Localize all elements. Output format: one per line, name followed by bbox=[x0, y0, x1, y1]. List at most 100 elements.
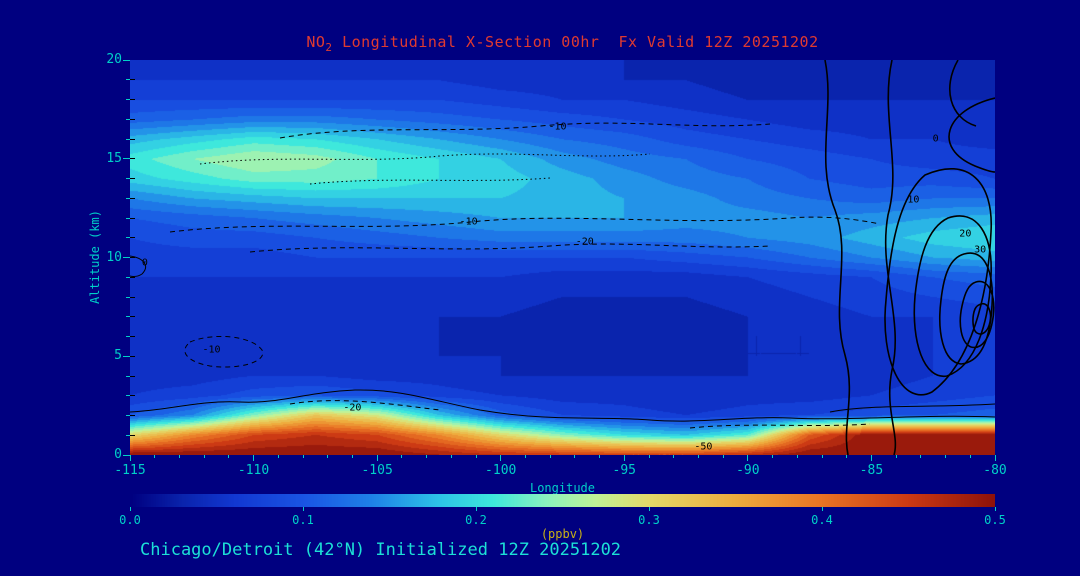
x-axis-minor-tick bbox=[969, 455, 971, 458]
y-axis-minor-tick bbox=[126, 336, 130, 337]
x-axis-major-tick bbox=[500, 455, 502, 461]
y-axis-minor-tick bbox=[126, 434, 130, 436]
x-axis-minor-tick bbox=[475, 455, 477, 458]
y-axis-major-tick bbox=[123, 454, 130, 456]
x-axis-minor-tick bbox=[796, 455, 798, 458]
caption: Chicago/Detroit (42°N) Initialized 12Z 2… bbox=[140, 540, 622, 560]
y-axis-inner-tick bbox=[130, 138, 135, 140]
y-axis-inner-tick bbox=[130, 158, 135, 160]
y-axis-minor-tick bbox=[126, 296, 130, 298]
x-tick-label: -115 bbox=[114, 463, 146, 478]
y-axis-major-tick bbox=[123, 355, 130, 357]
y-tick-label: 0 bbox=[114, 447, 122, 462]
x-axis-minor-tick bbox=[599, 455, 601, 458]
bold-contours bbox=[824, 60, 995, 455]
y-tick-label: 10 bbox=[106, 249, 122, 265]
x-axis-major-tick bbox=[376, 455, 378, 461]
x-axis-minor-tick bbox=[549, 455, 551, 458]
x-axis-major-tick bbox=[870, 455, 872, 461]
x-axis-minor-tick bbox=[895, 455, 897, 458]
colorbar-tick bbox=[475, 507, 477, 511]
y-axis-inner-tick bbox=[130, 395, 135, 397]
contour-label: -10 bbox=[459, 216, 478, 228]
x-axis-minor-tick bbox=[302, 455, 304, 458]
contour-label: -50 bbox=[694, 441, 713, 453]
colorbar-tick-label: 0.4 bbox=[811, 513, 833, 527]
contour-label: -20 bbox=[575, 236, 594, 248]
y-axis-inner-tick bbox=[130, 415, 135, 416]
colorbar-tick-label: 0.3 bbox=[638, 513, 660, 527]
y-axis-inner-tick bbox=[130, 316, 135, 318]
x-axis-major-tick bbox=[623, 455, 625, 461]
chart-title-subscript: 2 bbox=[325, 41, 333, 54]
colorbar-tick bbox=[302, 507, 304, 511]
contour-label: -20 bbox=[343, 402, 362, 414]
x-axis-minor-tick bbox=[450, 455, 452, 458]
colorbar-tick-label: 0.5 bbox=[984, 513, 1006, 527]
x-axis-minor-tick bbox=[178, 455, 180, 458]
y-axis-inner-tick bbox=[130, 217, 135, 219]
x-axis-minor-tick bbox=[327, 455, 329, 458]
colorbar-tick bbox=[648, 507, 650, 511]
x-axis-minor-tick bbox=[846, 455, 848, 458]
y-axis-minor-tick bbox=[126, 276, 130, 278]
y-axis-major-tick bbox=[123, 158, 130, 160]
x-axis-minor-tick bbox=[574, 455, 576, 458]
y-axis-inner-tick bbox=[130, 237, 135, 239]
contour-label: 30 bbox=[974, 244, 987, 256]
contour-label: 20 bbox=[959, 228, 972, 240]
dotted-contours bbox=[199, 153, 651, 185]
x-axis-minor-tick bbox=[945, 455, 947, 458]
contour-label: 10 bbox=[907, 194, 920, 206]
y-axis-minor-tick bbox=[126, 237, 130, 239]
y-axis-minor-tick bbox=[126, 79, 130, 81]
contour-label: 0 bbox=[932, 133, 939, 145]
x-axis-minor-tick bbox=[772, 455, 774, 458]
y-tick-label: 15 bbox=[106, 150, 122, 166]
colorbar-tick bbox=[821, 507, 823, 511]
y-axis-minor-tick bbox=[126, 415, 130, 416]
x-axis-minor-tick bbox=[648, 455, 650, 458]
x-axis-minor-tick bbox=[401, 455, 403, 458]
x-axis-title: Longitude bbox=[529, 481, 596, 495]
y-axis-inner-tick bbox=[130, 296, 135, 298]
contour-label: 0 bbox=[141, 257, 148, 269]
colorbar-tick bbox=[994, 507, 996, 511]
x-tick-label: -95 bbox=[612, 463, 637, 478]
y-axis-inner-tick bbox=[130, 355, 135, 357]
colorbar-tick bbox=[129, 507, 131, 511]
y-axis-minor-tick bbox=[126, 138, 130, 140]
y-axis-inner-tick bbox=[130, 257, 135, 258]
y-axis-minor-tick bbox=[126, 118, 130, 120]
colorbar-tick-label: 0.1 bbox=[292, 513, 314, 527]
y-axis-minor-tick bbox=[126, 178, 130, 179]
chart-title: NO2 Longitudinal X-Section 00hr Fx Valid… bbox=[130, 33, 995, 54]
contour-label: -10 bbox=[202, 344, 221, 356]
y-axis-inner-tick bbox=[130, 336, 135, 337]
colorbar-tick-label: 0.2 bbox=[465, 513, 487, 527]
x-axis-minor-tick bbox=[920, 455, 922, 458]
contour-label: -10 bbox=[548, 121, 567, 133]
y-axis-inner-tick bbox=[130, 276, 135, 278]
x-axis-minor-tick bbox=[524, 455, 526, 458]
y-tick-label: 5 bbox=[114, 348, 122, 364]
x-axis-minor-tick bbox=[351, 455, 353, 458]
x-axis-minor-tick bbox=[426, 455, 428, 458]
y-tick-label: 20 bbox=[106, 52, 122, 67]
x-axis-minor-tick bbox=[228, 455, 230, 458]
y-axis-minor-tick bbox=[126, 316, 130, 318]
y-axis-major-tick bbox=[123, 257, 130, 258]
contour-lines-overlay bbox=[130, 60, 995, 455]
x-axis-major-tick bbox=[747, 455, 749, 461]
plot-area bbox=[130, 60, 995, 455]
y-axis-inner-tick bbox=[130, 375, 135, 377]
x-axis-minor-tick bbox=[673, 455, 675, 458]
x-tick-label: -80 bbox=[983, 463, 1007, 478]
chart-title-prefix: NO bbox=[306, 33, 326, 51]
x-axis-major-tick bbox=[994, 455, 996, 461]
x-axis-minor-tick bbox=[722, 455, 724, 458]
x-tick-label: -85 bbox=[859, 463, 884, 478]
y-axis-inner-tick bbox=[130, 434, 135, 436]
y-axis-minor-tick bbox=[126, 375, 130, 377]
y-axis-major-tick bbox=[123, 59, 130, 61]
